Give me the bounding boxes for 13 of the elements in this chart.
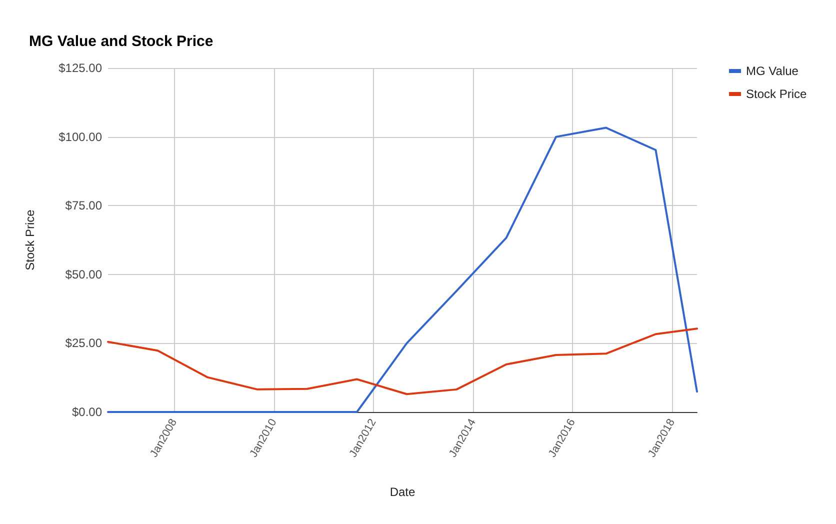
chart-title: MG Value and Stock Price (29, 33, 214, 50)
legend-label: Stock Price (746, 87, 808, 101)
y-tick-label: $75.00 (65, 198, 102, 213)
line-series (107, 126, 698, 413)
y-tick-label: $0.00 (72, 405, 102, 419)
y-tick-label: $125.00 (58, 61, 102, 75)
legend-label: MG Value (746, 64, 799, 78)
y-axis-title: Stock Price (23, 209, 37, 270)
y-tick-label: $25.00 (65, 336, 102, 350)
y-tick-label: $100.00 (58, 130, 102, 144)
line-series (107, 328, 698, 396)
y-tick-label: $50.00 (65, 267, 102, 282)
x-axis-title: Date (390, 485, 416, 499)
